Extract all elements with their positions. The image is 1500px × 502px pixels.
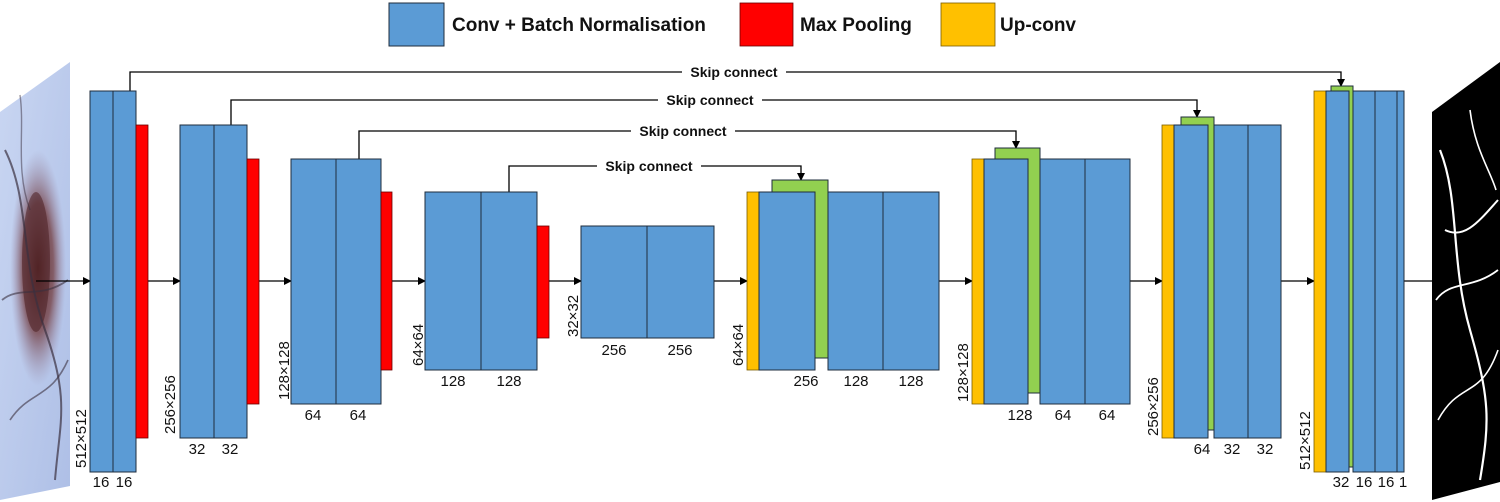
channel-label: 1 — [1399, 474, 1407, 491]
encoder-block-3: 64 64 128×128 — [276, 158, 393, 424]
channel-label: 128 — [1007, 407, 1032, 424]
legend-conv-label: Conv + Batch Normalisation — [452, 15, 706, 36]
channel-label: 64 — [1194, 441, 1211, 458]
channel-label: 32 — [222, 441, 239, 458]
channel-label: 128 — [440, 373, 465, 390]
conv-layer — [213, 124, 248, 439]
conv-layer — [1325, 90, 1350, 473]
skip-label-4: Skip connect — [605, 158, 692, 174]
encoder-block-1: 16 16 512×512 — [73, 90, 149, 491]
upconv-layer — [971, 158, 985, 405]
upconv-layer — [1313, 90, 1327, 473]
skip-label-2: Skip connect — [666, 92, 753, 108]
skip-label-1: Skip connect — [690, 64, 777, 80]
conv-layer — [1247, 124, 1282, 439]
maxpool-layer — [536, 225, 550, 339]
conv-layer — [335, 158, 382, 405]
conv-layer — [1173, 124, 1209, 439]
channel-label: 128 — [898, 373, 923, 390]
decoder-block-1: 256 128 128 64×64 — [730, 179, 940, 390]
conv-layer — [480, 191, 538, 371]
decoder-block-3: 64 32 32 256×256 — [1145, 116, 1282, 458]
conv-layer — [424, 191, 482, 371]
resolution-label: 256×256 — [162, 375, 179, 434]
upconv-layer — [1161, 124, 1175, 439]
resolution-label: 512×512 — [73, 409, 90, 468]
channel-label: 64 — [350, 407, 367, 424]
maxpool-layer — [246, 158, 260, 405]
bottleneck-block: 256 256 32×32 — [565, 225, 715, 359]
conv-layer — [1084, 158, 1131, 405]
channel-label: 16 — [1356, 474, 1373, 491]
input-image — [0, 62, 70, 500]
channel-label: 32 — [189, 441, 206, 458]
conv-layer — [983, 158, 1029, 405]
channel-label: 64 — [1055, 407, 1072, 424]
decoder-block-4: 32 16 16 1 512×512 — [1297, 85, 1407, 491]
conv-layer — [646, 225, 715, 339]
conv-layer — [112, 90, 137, 473]
resolution-label: 512×512 — [1297, 411, 1314, 470]
channel-label: 64 — [1099, 407, 1116, 424]
channel-label: 16 — [1378, 474, 1395, 491]
conv-layer — [179, 124, 215, 439]
conv-layer — [827, 191, 884, 371]
resolution-label: 64×64 — [410, 324, 427, 366]
skip-connections: Skip connect Skip connect Skip connect S… — [129, 64, 1345, 192]
encoder-block-2: 32 32 256×256 — [162, 124, 260, 458]
channel-label: 16 — [116, 474, 133, 491]
channel-label: 256 — [667, 342, 692, 359]
conv-layer — [1352, 90, 1376, 473]
channel-label: 128 — [843, 373, 868, 390]
upconv-layer — [746, 191, 760, 371]
resolution-label: 256×256 — [1145, 377, 1162, 436]
conv-layer — [1039, 158, 1086, 405]
channel-label: 256 — [793, 373, 818, 390]
resolution-label: 64×64 — [730, 324, 747, 366]
maxpool-layer — [380, 191, 393, 371]
conv-layer — [882, 191, 940, 371]
conv-layer — [580, 225, 648, 339]
conv-layer — [89, 90, 114, 473]
channel-label: 64 — [305, 407, 322, 424]
legend-pool-label: Max Pooling — [800, 15, 912, 36]
maxpool-layer — [135, 124, 149, 439]
skip-label-3: Skip connect — [639, 123, 726, 139]
channel-label: 32 — [1333, 474, 1350, 491]
conv-layer — [1396, 90, 1405, 473]
legend: Conv + Batch Normalisation Max Pooling U… — [388, 2, 1076, 47]
channel-label: 16 — [93, 474, 110, 491]
output-mask — [1432, 62, 1500, 500]
decoder-block-2: 128 64 64 128×128 — [955, 147, 1131, 424]
encoder-block-4: 128 128 64×64 — [410, 191, 550, 390]
conv-layer — [1213, 124, 1249, 439]
conv-layer — [758, 191, 816, 371]
channel-label: 256 — [601, 342, 626, 359]
resolution-label: 32×32 — [565, 295, 582, 337]
legend-pool-swatch — [739, 2, 794, 47]
conv-layer — [1374, 90, 1398, 473]
channel-label: 32 — [1224, 441, 1241, 458]
legend-upconv-label: Up-conv — [1000, 15, 1076, 36]
resolution-label: 128×128 — [276, 341, 293, 400]
channel-label: 128 — [496, 373, 521, 390]
legend-conv-swatch — [388, 2, 445, 47]
channel-label: 32 — [1257, 441, 1274, 458]
resolution-label: 128×128 — [955, 343, 972, 402]
conv-layer — [290, 158, 337, 405]
legend-upconv-swatch — [940, 2, 996, 47]
